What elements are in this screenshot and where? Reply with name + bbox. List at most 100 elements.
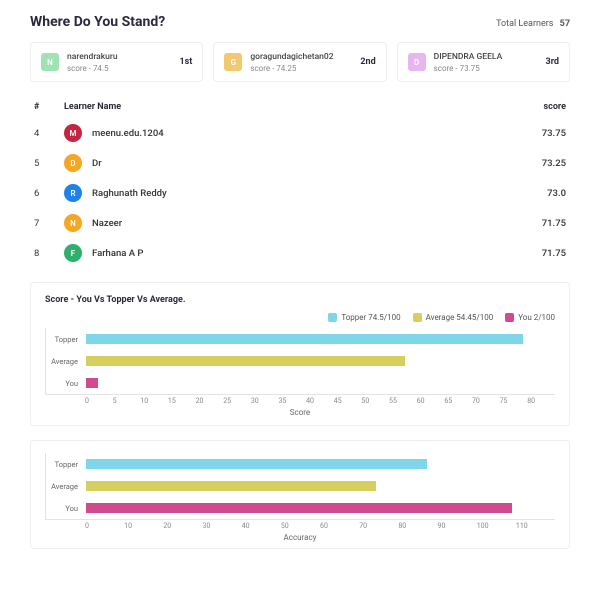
bar-row: Topper — [86, 328, 555, 350]
accuracy-chart-xaxis: 0102030405060708090100110 — [45, 522, 555, 530]
podium-score: score - 73.75 — [434, 64, 503, 73]
podium-avatar: N — [41, 53, 59, 71]
xtick: 60 — [320, 522, 359, 530]
bar-label: You — [42, 379, 82, 388]
row-rank: 5 — [34, 158, 64, 169]
col-rank-header: # — [34, 102, 64, 112]
bar-row: Average — [86, 350, 555, 372]
xtick: 10 — [124, 522, 163, 530]
xtick: 100 — [477, 522, 516, 530]
podium-info: narendrakuru score - 74.5 — [67, 52, 118, 73]
bar-fill — [86, 503, 512, 513]
row-avatar: F — [64, 244, 82, 262]
bar-track — [86, 459, 555, 469]
row-score: 71.75 — [516, 248, 566, 259]
row-learner-name: meenu.edu.1204 — [92, 128, 164, 139]
score-chart-title: Score - You Vs Topper Vs Average. — [45, 295, 555, 305]
table-row[interactable]: 8 F Farhana A P 71.75 — [30, 238, 570, 268]
table-row[interactable]: 7 N Nazeer 71.75 — [30, 208, 570, 238]
bar-track — [86, 378, 555, 388]
xtick: 65 — [444, 397, 472, 405]
score-chart-xaxis: 05101520253035404550556065707580 — [45, 397, 555, 405]
xtick: 70 — [359, 522, 398, 530]
xtick: 20 — [196, 397, 224, 405]
legend-you: You 2/100 — [505, 313, 555, 322]
xtick: 30 — [251, 397, 279, 405]
bar-row: Average — [86, 475, 555, 497]
xtick: 75 — [500, 397, 528, 405]
row-learner-name: Farhana A P — [92, 248, 143, 259]
row-avatar: D — [64, 154, 82, 172]
bar-fill — [86, 481, 376, 491]
legend-average: Average 54.45/100 — [413, 313, 494, 322]
xtick: 0 — [85, 522, 124, 530]
xtick: 45 — [334, 397, 362, 405]
podium-avatar: D — [408, 53, 426, 71]
podium-card-3[interactable]: D DIPENDRA GEELA score - 73.75 3rd — [397, 42, 570, 82]
row-learner-name: Raghunath Reddy — [92, 188, 167, 199]
score-chart-legend: Topper 74.5/100 Average 54.45/100 You 2/… — [45, 313, 555, 322]
bar-label: Topper — [42, 460, 82, 469]
accuracy-chart-card: Topper Average You 010203040506070809010… — [30, 440, 570, 549]
podium-info: DIPENDRA GEELA score - 73.75 — [434, 52, 503, 73]
table-header: # Learner Name score — [30, 96, 570, 118]
xtick: 70 — [472, 397, 500, 405]
bar-label: Average — [42, 357, 82, 366]
row-score: 73.75 — [516, 128, 566, 139]
page-title: Where Do You Stand? — [30, 14, 165, 30]
xtick: 55 — [389, 397, 417, 405]
page-header: Where Do You Stand? Total Learners 57 — [30, 14, 570, 30]
total-learners-label: Total Learners — [496, 19, 553, 29]
podium: N narendrakuru score - 74.5 1stG goragun… — [30, 42, 570, 82]
table-body: 4 M meenu.edu.1204 73.755 D Dr 73.256 R … — [30, 118, 570, 268]
xtick: 15 — [168, 397, 196, 405]
xtick: 40 — [242, 522, 281, 530]
score-chart: Topper Average You 051015202530354045505… — [45, 328, 555, 417]
score-chart-xlabel: Score — [45, 408, 555, 417]
col-score-header: score — [516, 102, 566, 112]
row-learner-name: Dr — [92, 158, 102, 169]
bar-track — [86, 356, 555, 366]
podium-card-1[interactable]: N narendrakuru score - 74.5 1st — [30, 42, 203, 82]
xtick: 30 — [203, 522, 242, 530]
xtick: 80 — [527, 397, 555, 405]
table-row[interactable]: 6 R Raghunath Reddy 73.0 — [30, 178, 570, 208]
podium-rank: 1st — [179, 57, 192, 67]
row-avatar: R — [64, 184, 82, 202]
accuracy-chart-bars: Topper Average You — [45, 453, 555, 520]
xtick: 35 — [278, 397, 306, 405]
bar-row: You — [86, 372, 555, 394]
row-name-cell: M meenu.edu.1204 — [64, 124, 516, 142]
swatch-you — [505, 313, 514, 322]
xtick: 90 — [438, 522, 477, 530]
bar-row: You — [86, 497, 555, 519]
podium-avatar: G — [224, 53, 242, 71]
podium-rank: 3rd — [546, 57, 559, 67]
row-name-cell: R Raghunath Reddy — [64, 184, 516, 202]
accuracy-chart: Topper Average You 010203040506070809010… — [45, 453, 555, 542]
row-score: 71.75 — [516, 218, 566, 229]
xtick: 0 — [85, 397, 113, 405]
xtick: 60 — [417, 397, 445, 405]
podium-score: score - 74.25 — [250, 64, 333, 73]
xtick: 5 — [113, 397, 141, 405]
bar-label: You — [42, 504, 82, 513]
podium-name: narendrakuru — [67, 52, 118, 62]
bar-row: Topper — [86, 453, 555, 475]
col-name-header: Learner Name — [64, 102, 516, 112]
row-avatar: M — [64, 124, 82, 142]
bar-track — [86, 503, 555, 513]
row-avatar: N — [64, 214, 82, 232]
podium-name: DIPENDRA GEELA — [434, 52, 503, 62]
accuracy-chart-xlabel: Accuracy — [45, 533, 555, 542]
row-score: 73.0 — [516, 188, 566, 199]
xtick: 20 — [163, 522, 202, 530]
table-row[interactable]: 4 M meenu.edu.1204 73.75 — [30, 118, 570, 148]
swatch-topper — [328, 313, 337, 322]
xtick: 50 — [281, 522, 320, 530]
table-row[interactable]: 5 D Dr 73.25 — [30, 148, 570, 178]
row-name-cell: N Nazeer — [64, 214, 516, 232]
bar-fill — [86, 459, 427, 469]
row-rank: 4 — [34, 128, 64, 139]
podium-card-2[interactable]: G goragundagichetan02 score - 74.25 2nd — [213, 42, 386, 82]
